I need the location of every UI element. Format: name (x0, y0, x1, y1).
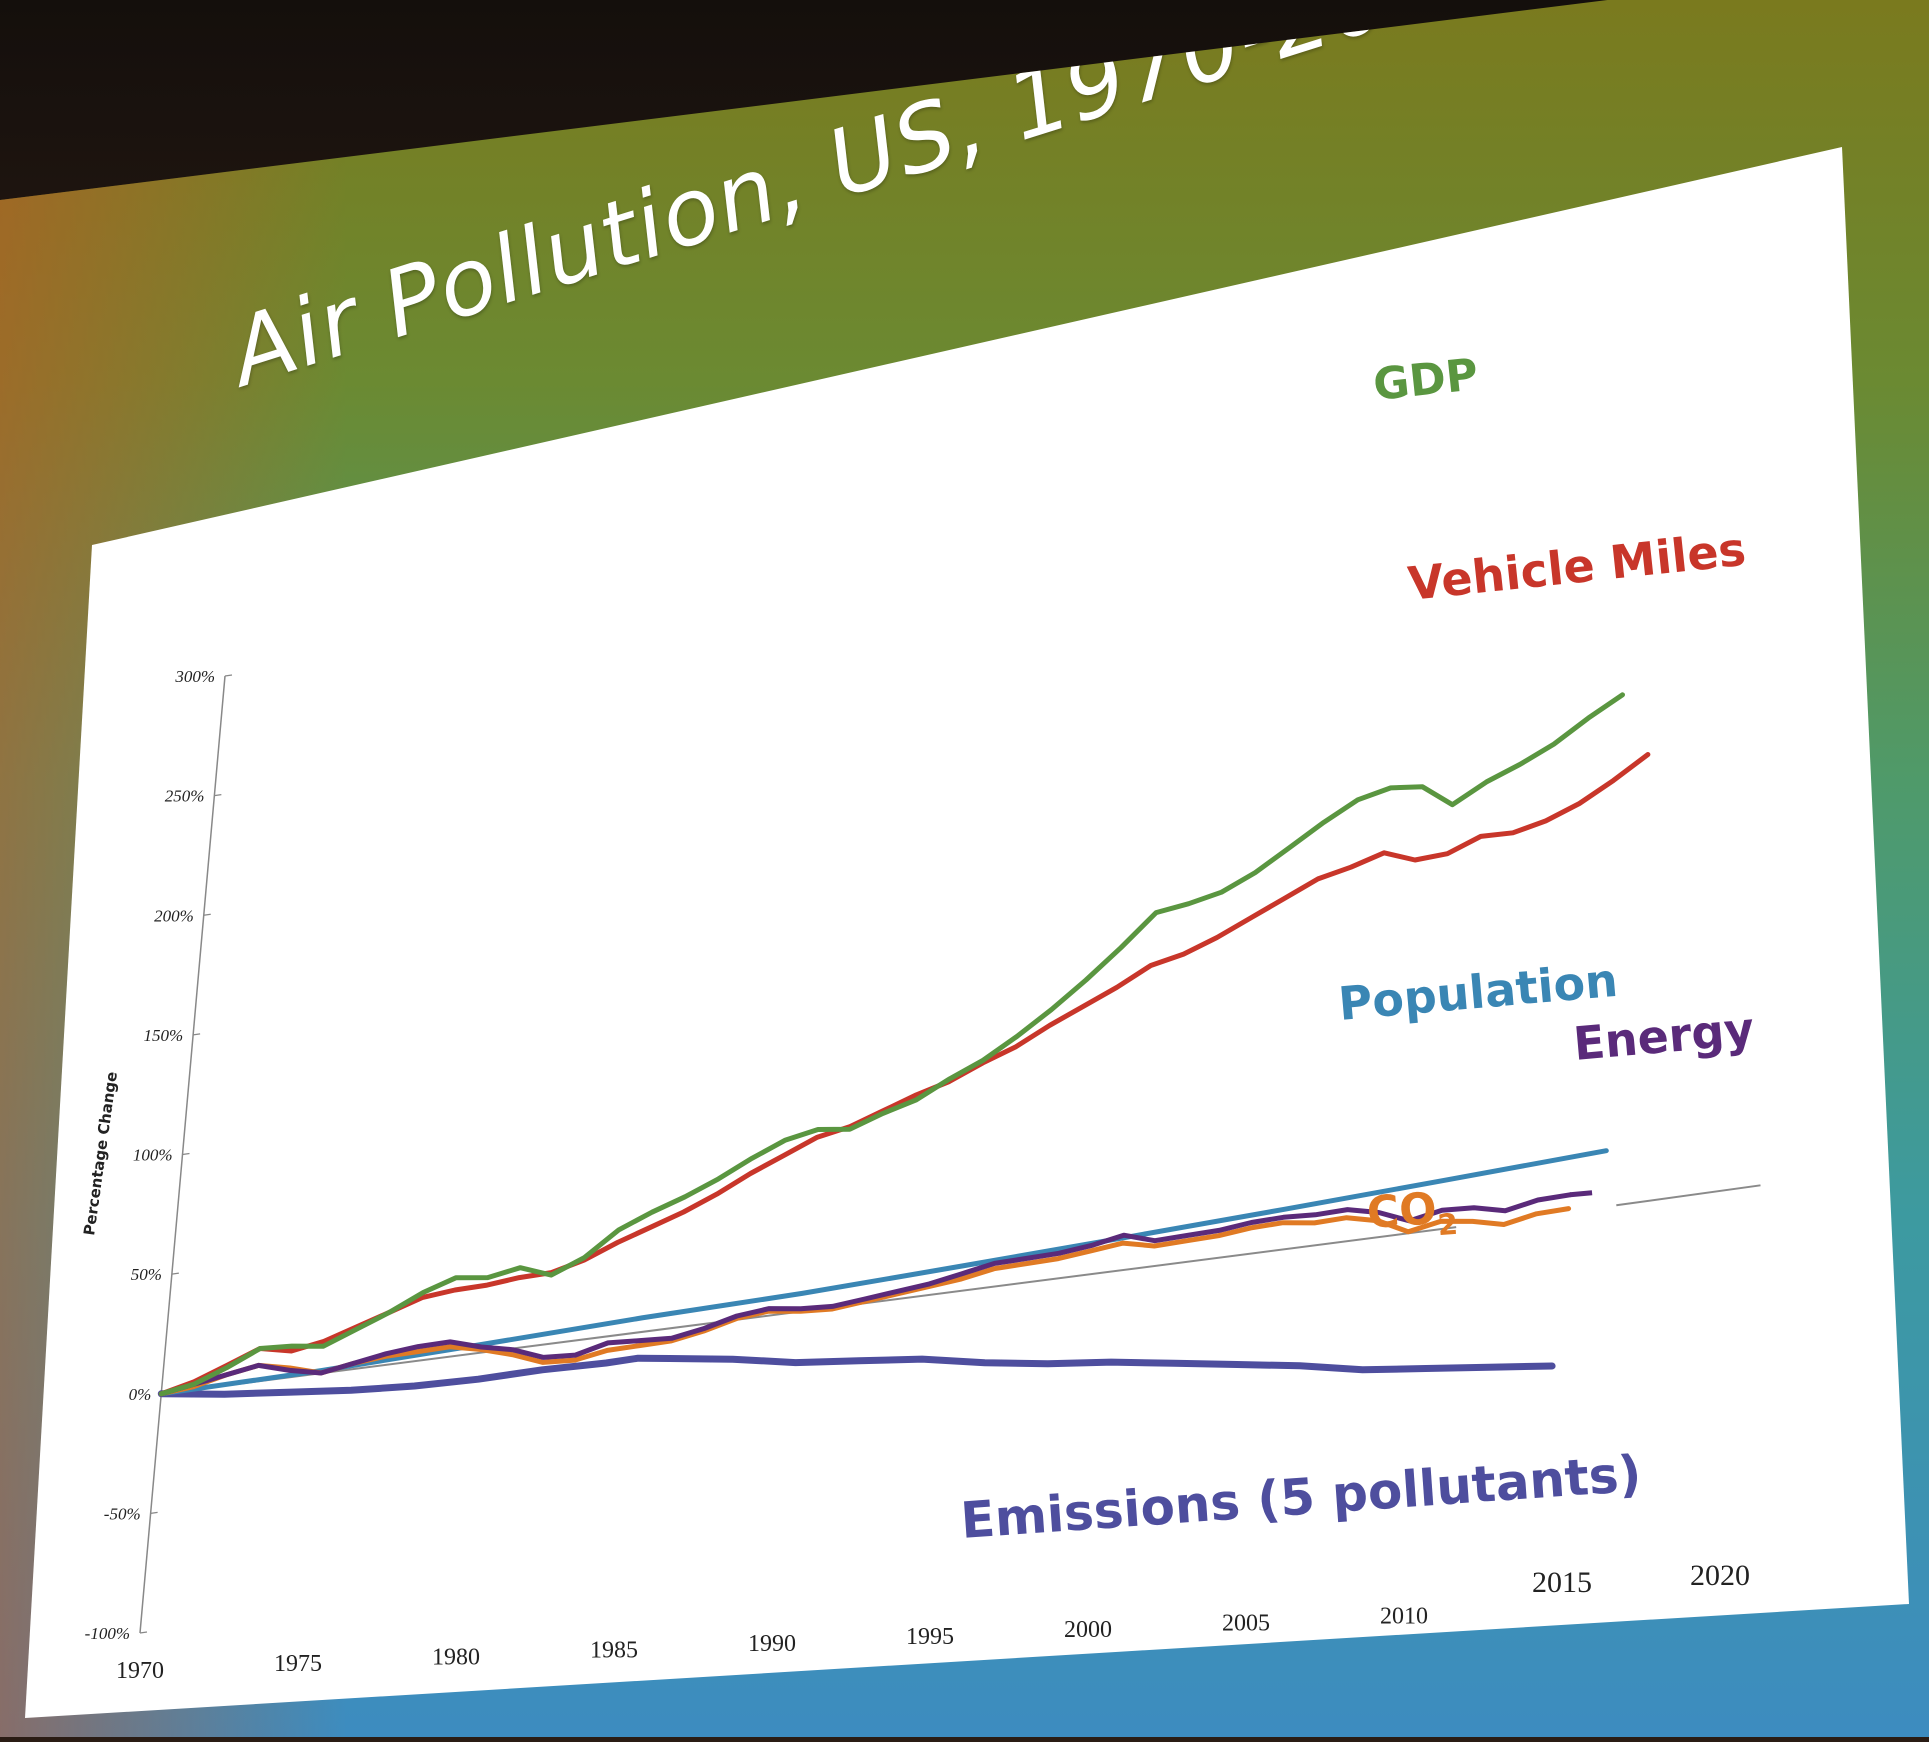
series-line-emissions-5-pollutants (157, 1354, 1556, 1398)
y-tick-mark (139, 1631, 148, 1634)
x-tick-label: 2020 (1690, 1559, 1750, 1592)
x-tick-label: 1970 (116, 1658, 164, 1684)
y-tick-label: 100% (133, 1146, 173, 1165)
y-tick-mark (193, 1033, 201, 1036)
x-tick-label: 1980 (432, 1644, 480, 1670)
series-line-energy (158, 1192, 1573, 1397)
y-tick-label: 250% (165, 787, 205, 806)
x-tick-label: 1975 (274, 1651, 322, 1677)
x-tick-label: 1985 (590, 1638, 638, 1664)
co2-subscript: 2 (1436, 1207, 1459, 1242)
x-tick-label: 2010 (1380, 1604, 1428, 1630)
y-axis-ticks: -100% -50% 0% 50% 100% 150% 200% 250% 300% (85, 667, 233, 1643)
y-tick-label: 150% (143, 1026, 183, 1045)
series-line-gdp (158, 692, 1625, 1397)
y-tick-mark (171, 1272, 179, 1275)
y-tick-label: 300% (174, 667, 215, 686)
x-tick-label: 1990 (748, 1631, 796, 1657)
x-tick-label: 1995 (906, 1624, 954, 1650)
series-lines (157, 692, 1651, 1398)
series-line-population (158, 1148, 1609, 1397)
reference-line (1616, 1184, 1761, 1207)
y-tick-label: -100% (85, 1624, 130, 1643)
x-tick-label: 2005 (1222, 1610, 1270, 1636)
y-tick-label: -50% (104, 1504, 141, 1523)
y-tick-label: 200% (154, 906, 194, 925)
y-tick-mark (214, 794, 222, 797)
x-axis-ticks: 1970 1975 1980 1985 1990 1995 2000 2005 2010 2015… (116, 1559, 1750, 1684)
energy-leader-line (1569, 1190, 1593, 1198)
y-tick-mark (150, 1511, 158, 1514)
x-tick-label: 2000 (1064, 1617, 1112, 1643)
y-tick-mark (182, 1152, 190, 1156)
series-label-gdp: GDP (1371, 349, 1481, 411)
y-tick-mark (203, 913, 211, 916)
y-tick-mark (224, 674, 233, 677)
y-tick-label: 50% (131, 1265, 162, 1284)
chart-panel (25, 147, 1909, 1718)
y-tick-label: 0% (129, 1385, 152, 1404)
x-tick-label: 2015 (1532, 1566, 1592, 1599)
